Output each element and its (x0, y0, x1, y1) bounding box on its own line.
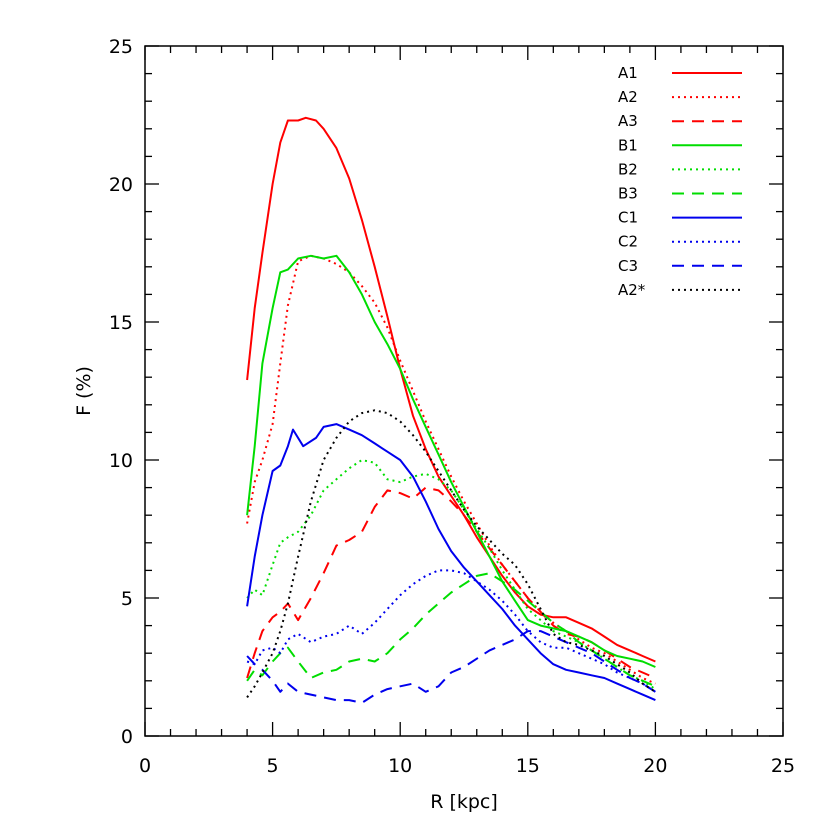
series-line-a1 (246, 116, 656, 663)
x-tick-label: 15 (516, 755, 540, 777)
legend-label: A2 (618, 88, 638, 106)
legend-label: A1 (618, 64, 638, 82)
series-line-b2 (246, 459, 656, 690)
y-tick-label: 10 (109, 450, 133, 472)
series-line-c1 (246, 423, 656, 702)
axis-ticks: 0 5 10 15 20 25 0 5 10 15 20 25 (109, 36, 795, 777)
series-line-c2 (246, 569, 656, 693)
series-line-a2 (246, 254, 656, 685)
plot-frame (144, 45, 784, 737)
y-tick-label: 20 (109, 174, 133, 196)
y-tick-label: 0 (121, 726, 133, 748)
x-tick-label: 0 (139, 755, 151, 777)
x-axis-title: R [kpc] (430, 791, 498, 813)
y-tick-label: 5 (121, 588, 133, 610)
y-tick-label: 15 (109, 312, 133, 334)
x-tick-label: 25 (771, 755, 795, 777)
series-line-a3 (246, 486, 656, 679)
legend-label: B3 (618, 185, 638, 203)
legend-label: A2* (618, 281, 646, 299)
x-tick-label: 20 (643, 755, 667, 777)
y-axis-title: F (%) (73, 366, 95, 416)
legend-label: C2 (618, 233, 638, 251)
series-line-b1 (246, 254, 656, 668)
legend-label: C3 (618, 257, 638, 275)
series-layer (246, 116, 656, 704)
legend-label: B1 (618, 136, 638, 154)
x-tick-label: 10 (388, 755, 412, 777)
legend: A1 A2 A3 B1 B2 B3 C1 C2 C3 A2* (618, 64, 742, 299)
legend-label: C1 (618, 209, 638, 227)
legend-label: A3 (618, 112, 638, 130)
x-tick-label: 5 (267, 755, 279, 777)
series-line-c3 (246, 630, 656, 704)
legend-label: B2 (618, 160, 638, 178)
y-tick-label: 25 (109, 36, 133, 58)
